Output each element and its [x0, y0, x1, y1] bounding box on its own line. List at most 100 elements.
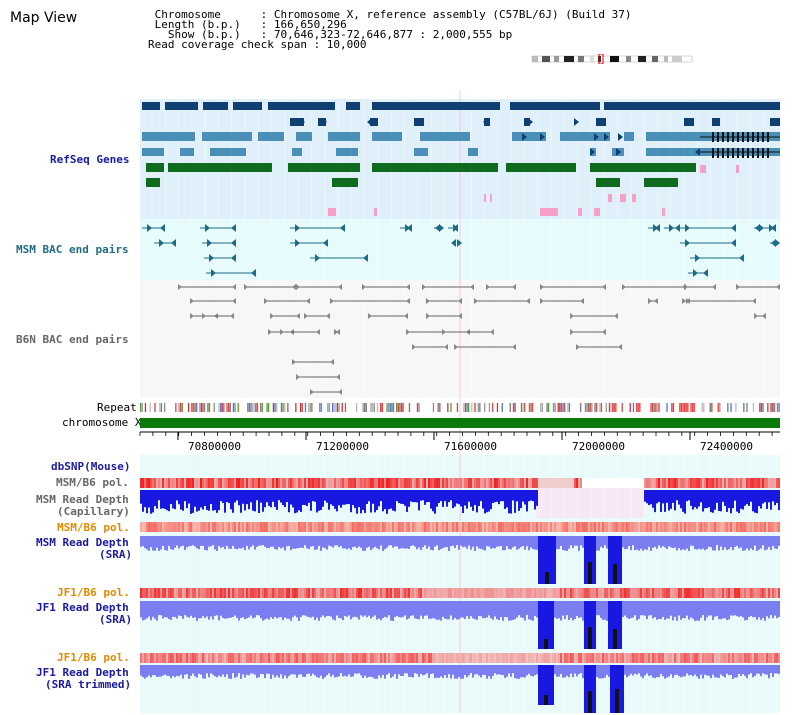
jf1-sra-depth-bar	[144, 601, 146, 620]
jf1-trimmed-depth-bar	[666, 665, 668, 678]
repeat-element	[370, 403, 372, 412]
msm-sra-depth-bar	[534, 536, 536, 550]
track-label-msm-pol-1[interactable]: MSM/B6 pol.	[56, 476, 129, 489]
jf1-pol-cell	[556, 653, 558, 663]
jf1-trimmed-depth-bar	[710, 665, 712, 679]
track-label-jf1-depth-trim-1[interactable]: JF1 Read Depth	[36, 666, 129, 679]
msm-capillary-depth-bar	[740, 490, 742, 509]
msm-sra-depth-bar	[514, 536, 516, 547]
track-label-msm-pol-2[interactable]: MSM/B6 pol.	[57, 521, 130, 534]
msm-sra-depth-bar	[448, 536, 450, 551]
track-label-b6n-bac[interactable]: B6N BAC end pairs	[16, 333, 129, 346]
track-label-dbsnp[interactable]: dbSNP(Mouse)	[51, 460, 131, 473]
jf1-pol-cell	[406, 588, 408, 598]
msm-capillary-depth-bar	[752, 490, 754, 512]
msm-pol-cell	[262, 522, 264, 532]
track-label-msm-bac[interactable]: MSM BAC end pairs	[16, 243, 129, 256]
msm-sra-depth-bar	[504, 536, 506, 551]
msm-pol-cell	[520, 478, 522, 488]
jf1-pol-cell	[282, 653, 284, 663]
jf1-pol-cell	[726, 588, 728, 598]
jf1-trimmed-depth-bar	[610, 665, 624, 713]
jf1-trimmed-depth-bar	[300, 665, 302, 675]
msm-capillary-depth-bar	[724, 490, 726, 506]
b6n-bac-end	[334, 329, 338, 335]
refseq-gene	[684, 118, 694, 126]
jf1-trimmed-depth-bar	[770, 665, 772, 674]
jf1-sra-depth-bar	[772, 601, 774, 619]
msm-pol-cell	[596, 522, 598, 532]
jf1-pol-cell	[418, 653, 420, 663]
msm-pol-cell	[766, 522, 768, 532]
jf1-sra-depth-bar	[762, 601, 764, 618]
jf1-sra-depth-bar	[394, 601, 396, 617]
jf1-pol-cell	[724, 653, 726, 663]
msm-pol-cell	[562, 522, 564, 532]
jf1-sra-depth-bar	[278, 601, 280, 618]
jf1-pol-cell	[380, 588, 382, 598]
track-label-jf1-pol-2[interactable]: JF1/B6 pol.	[57, 651, 130, 664]
msm-sra-depth-bar	[578, 536, 580, 551]
track-label-msm-depth-cap-2: (Capillary)	[57, 505, 130, 518]
jf1-pol-cell	[518, 588, 520, 598]
repeat-element	[501, 403, 503, 412]
msm-sra-depth-bar	[426, 536, 428, 549]
msm-sra-depth-bar	[370, 536, 372, 551]
msm-pol-cell	[198, 522, 200, 532]
refseq-gene	[524, 118, 530, 126]
b6n-bac-end	[190, 298, 194, 304]
msm-pol-cell	[286, 522, 288, 532]
msm-sra-depth-bar	[182, 536, 184, 546]
jf1-sra-depth-bar	[372, 601, 374, 617]
chromosome-ideogram[interactable]	[530, 54, 695, 64]
msm-bac-end	[771, 224, 776, 232]
jf1-trimmed-depth-bar	[764, 665, 766, 675]
refseq-direction-arrow	[618, 133, 623, 141]
msm-pol-cell	[162, 478, 164, 488]
jf1-pol-cell	[712, 588, 714, 598]
msm-pol-cell	[364, 478, 366, 488]
jf1-pol-cell	[196, 653, 198, 663]
jf1-trimmed-depth-bar	[630, 665, 632, 674]
jf1-sra-depth-bar	[258, 601, 260, 616]
jf1-pol-cell	[176, 653, 178, 663]
info-label: Length (b.p.)	[148, 18, 261, 31]
msm-pol-cell	[240, 478, 242, 488]
jf1-pol-cell	[392, 653, 394, 663]
msm-pol-cell	[256, 478, 258, 488]
repeat-element	[252, 403, 254, 412]
msm-bac-end	[775, 239, 780, 247]
track-label-refseq[interactable]: RefSeq Genes	[50, 153, 130, 166]
repeat-element	[180, 403, 182, 412]
jf1-sra-depth-bar	[684, 601, 686, 619]
jf1-pol-cell	[726, 653, 728, 663]
track-label-msm-depth-cap-1[interactable]: MSM Read Depth	[36, 493, 129, 506]
jf1-pol-cell	[212, 653, 214, 663]
msm-sra-depth-bar	[482, 536, 484, 550]
track-label-jf1-depth-sra-1[interactable]: JF1 Read Depth	[36, 601, 129, 614]
repeat-element	[388, 403, 390, 412]
jf1-sra-depth-bar	[688, 601, 690, 620]
refseq-gene	[203, 102, 228, 110]
msm-capillary-depth-bar	[764, 490, 766, 503]
msm-pol-cell	[262, 478, 264, 488]
msm-pol-cell	[484, 522, 486, 532]
jf1-sra-depth-bar	[736, 601, 738, 617]
msm-sra-depth-bar	[552, 536, 554, 548]
msm-capillary-depth-bar	[448, 490, 450, 503]
track-label-jf1-pol-1[interactable]: JF1/B6 pol.	[57, 586, 130, 599]
refseq-exon	[732, 148, 734, 158]
jf1-pol-cell	[706, 588, 708, 598]
jf1-pol-cell	[446, 653, 448, 663]
track-label-msm-depth-sra-1[interactable]: MSM Read Depth	[36, 536, 129, 549]
msm-pol-cell	[732, 522, 734, 532]
msm-pol-cell	[596, 478, 598, 488]
jf1-trimmed-depth-bar	[514, 665, 516, 679]
msm-capillary-depth-bar	[424, 490, 426, 505]
jf1-pol-cell	[464, 588, 466, 598]
msm-sra-depth-bar	[614, 536, 616, 546]
jf1-pol-cell	[450, 588, 452, 598]
jf1-sra-depth-bar	[424, 601, 426, 616]
refseq-gene	[770, 118, 780, 126]
jf1-sra-depth-bar	[732, 601, 734, 616]
